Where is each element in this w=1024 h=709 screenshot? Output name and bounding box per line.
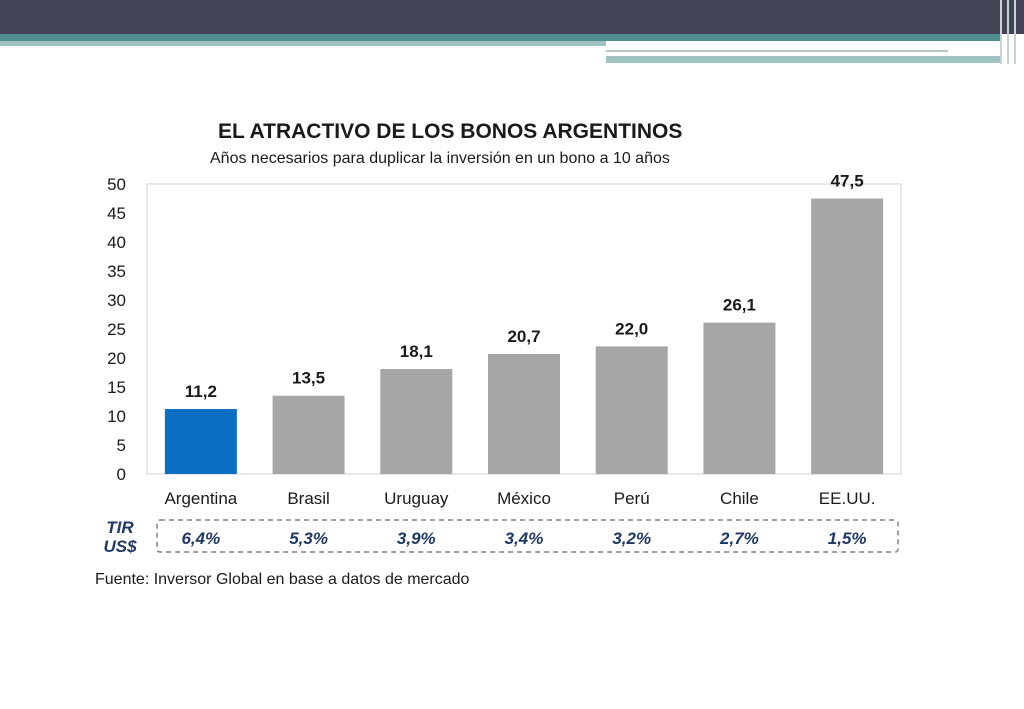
tir-value: 3,2% [612, 529, 651, 548]
bar [488, 353, 560, 474]
bar [811, 198, 884, 474]
x-category-label: Argentina [164, 489, 237, 508]
bar-value-label: 18,1 [400, 342, 433, 361]
x-category-label: Chile [720, 489, 759, 508]
y-tick-label: 5 [117, 436, 126, 455]
tir-value: 5,3% [289, 529, 328, 548]
bar [272, 395, 345, 474]
y-tick-label: 0 [117, 465, 126, 484]
bar-value-label: 20,7 [507, 327, 540, 346]
y-tick-label: 30 [107, 291, 126, 310]
y-tick-label: 20 [107, 349, 126, 368]
tir-dashed-box [156, 519, 899, 553]
tir-value: 3,9% [397, 529, 436, 548]
y-tick-label: 45 [107, 204, 126, 223]
y-tick-label: 25 [107, 320, 126, 339]
bar [703, 322, 776, 474]
bar-value-label: 26,1 [723, 296, 756, 315]
slide-accent-stripe [0, 34, 1000, 41]
slide-accent-line [606, 50, 948, 52]
chart-subtitle: Años necesarios para duplicar la inversi… [210, 150, 670, 167]
bar-value-label: 22,0 [615, 319, 648, 338]
x-category-label: Brasil [287, 489, 330, 508]
tir-value: 2,7% [719, 529, 759, 548]
y-tick-label: 10 [107, 407, 126, 426]
slide-edge-line [1014, 0, 1016, 64]
x-category-label: México [497, 489, 551, 508]
x-category-label: Perú [614, 489, 650, 508]
slide-edge-line [1000, 0, 1002, 64]
tir-value: 3,4% [505, 529, 544, 548]
tir-value: 6,4% [181, 529, 220, 548]
tir-label: TIR US$ [103, 518, 137, 556]
tir-value: 1,5% [828, 529, 867, 548]
bar-value-label: 13,5 [292, 369, 325, 388]
x-category-label: Uruguay [384, 489, 449, 508]
x-category-label: EE.UU. [819, 489, 876, 508]
bar-value-label: 47,5 [831, 172, 864, 191]
slide-edge-line [1007, 0, 1009, 64]
slide-accent-stripe-right [606, 56, 1000, 63]
slide-header-bar [0, 0, 1024, 34]
bar [380, 369, 453, 474]
y-tick-label: 35 [107, 262, 126, 281]
source-note: Fuente: Inversor Global en base a datos … [95, 571, 470, 588]
chart-title: EL ATRACTIVO DE LOS BONOS ARGENTINOS [218, 120, 683, 143]
bar [595, 346, 668, 474]
y-tick-label: 50 [107, 175, 126, 194]
slide-accent-stripe-light [0, 41, 606, 46]
y-tick-label: 15 [107, 378, 126, 397]
bar [164, 409, 237, 474]
bar-value-label: 11,2 [185, 382, 217, 401]
y-tick-label: 40 [107, 233, 126, 252]
